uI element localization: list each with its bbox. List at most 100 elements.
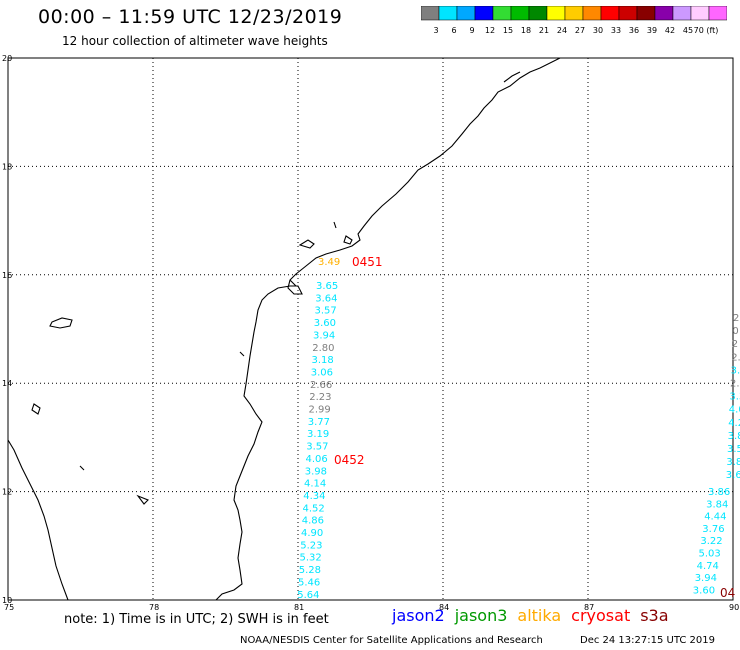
color-swatch [492,6,512,21]
wave-height-label: 2.99 [309,405,331,416]
color-swatch [600,6,620,21]
wave-height-label: 4.14 [304,479,326,490]
color-scale-label: 30 [593,26,603,35]
color-scale-label: 24 [557,26,567,35]
wave-height-label: 3.57 [315,306,337,317]
wave-height-label: 3.62 [726,470,740,481]
wave-height-label: 3.86 [708,487,730,498]
longitude-label: 78 [149,603,159,612]
color-swatch [654,6,674,21]
satellite-passes: 3.653.643.573.603.942.803.183.062.662.23… [297,255,740,601]
color-scale-label: 21 [539,26,549,35]
legend-cryosat: cryosat [571,606,631,625]
pass-time-label: 04 [720,586,735,600]
wave-height-label: 5.32 [300,553,322,564]
color-swatch [672,6,692,21]
color-swatch [708,6,727,21]
wave-height-label: 4.52 [303,503,325,514]
wave-height-label: 0 [732,326,738,337]
color-scale-bar [421,6,727,21]
wave-height-label: 3.19 [307,429,329,440]
color-swatch [474,6,494,21]
wave-height-label: 3.60 [693,585,715,596]
longitude-label: 87 [584,603,594,612]
wave-height-label: 4.44 [704,512,726,523]
wave-height-label: 4.06 [306,454,328,465]
footer-note: note: 1) Time is in UTC; 2) SWH is in fe… [64,612,329,627]
wave-height-label: 4.74 [697,561,719,572]
wave-height-label: 4.06 [729,405,740,416]
wave-height-label: 3.64 [315,293,337,304]
color-scale-label: 12 [485,26,495,35]
color-swatch [564,6,584,21]
color-swatch [546,6,566,21]
color-swatch [510,6,530,21]
credit-line: NOAA/NESDIS Center for Satellite Applica… [240,635,543,646]
wave-height-label: 3.30 [729,392,740,403]
wave-height-label: 3.76 [702,524,724,535]
wave-height-label: 3.49 [318,257,340,268]
wave-height-label: 4.23 [728,418,740,429]
color-swatch [690,6,710,21]
wave-height-label: 5.03 [699,549,721,560]
color-scale-label: 70 (ft) [694,26,719,35]
wave-height-label: 4.34 [303,491,325,502]
wave-height-label: 3.22 [700,536,722,547]
wave-height-label: 3.80 [728,431,740,442]
color-scale-label: 45 [683,26,693,35]
wave-height-label: 4.86 [302,516,324,527]
color-swatch [421,6,440,21]
color-scale-label: 15 [503,26,513,35]
color-swatch [438,6,458,21]
wave-height-label: 3.94 [313,330,335,341]
color-swatch [528,6,548,21]
longitude-label: 81 [294,603,304,612]
wave-height-label: 3.94 [695,573,717,584]
wave-height-label: 3.77 [308,417,330,428]
wave-height-label: 2.7 [730,379,740,390]
pass-time-label: 0452 [334,453,365,467]
color-scale-labels: 3 6 9 12 15 18 21 24 27 30 33 36 39 42 45 70 (ft) [433,26,719,35]
page-subtitle: 12 hour collection of altimeter wave hei… [62,34,328,48]
page-title: 00:00 – 11:59 UTC 12/23/2019 [38,6,343,28]
latitude-label: 16 [2,271,12,280]
map-grid [7,57,734,601]
longitude-label: 90 [729,603,739,612]
latitude-label: 12 [2,488,12,497]
latitude-label: 14 [2,379,12,388]
color-scale-label: 27 [575,26,585,35]
legend-jason2: jason2 [392,606,445,625]
wave-height-label: 3.06 [311,367,333,378]
wave-height-label: 5.23 [300,540,322,551]
color-swatch [618,6,638,21]
color-swatch [636,6,656,21]
legend-jason3: jason3 [454,606,508,625]
satellite-legend: jason2 jason3 altika cryosat s3a [392,606,679,625]
color-scale-label: 36 [629,26,639,35]
wave-height-label: 2 [732,339,738,350]
wave-height-label: 3.98 [305,466,327,477]
wave-height-label: 5.28 [299,565,321,576]
wave-height-label: 3.60 [314,318,336,329]
color-scale-label: 9 [469,26,474,35]
wave-height-label: 4.90 [301,528,323,539]
wave-height-label: 2.66 [310,380,332,391]
latitude-label: 18 [2,162,12,171]
generated-timestamp: Dec 24 13:27:15 UTC 2019 [580,635,715,646]
wave-height-label: 2.80 [312,343,334,354]
legend-s3a: s3a [640,606,669,625]
wave-height-label: 3.84 [706,499,728,510]
color-scale-label: 42 [665,26,675,35]
longitude-label: 75 [4,603,14,612]
coastline [7,57,561,601]
wave-height-label: 2. [731,352,740,363]
wave-height-label: 2 [733,313,739,324]
latitude-label: 20 [2,54,12,63]
pass-time-label: 0451 [352,255,383,269]
wave-height-label: 3.5 [731,365,740,376]
color-swatch [582,6,602,21]
wave-height-label: 5.46 [298,577,320,588]
wave-height-label: 3.59 [727,444,740,455]
color-scale-label: 6 [451,26,456,35]
